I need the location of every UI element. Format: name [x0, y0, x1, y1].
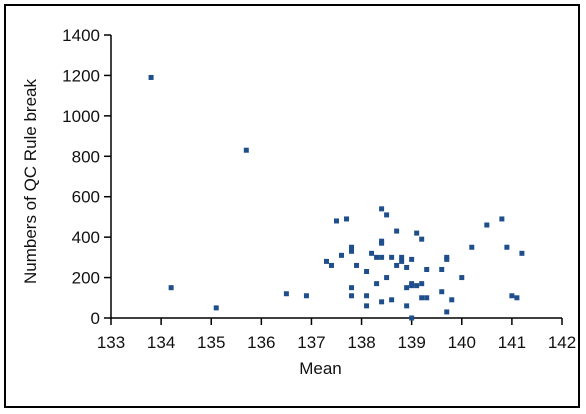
data-point — [364, 303, 370, 309]
data-point — [424, 266, 430, 272]
data-point — [303, 293, 309, 299]
data-point — [374, 281, 380, 287]
data-point — [449, 297, 455, 303]
data-point — [328, 262, 334, 268]
data-point — [399, 254, 405, 260]
data-point — [334, 218, 339, 224]
y-tick-label: 0 — [91, 309, 100, 328]
data-point — [439, 266, 445, 272]
data-point — [379, 254, 385, 260]
data-point — [374, 254, 380, 260]
x-tick-label: 139 — [397, 333, 425, 352]
y-tick-label: 600 — [72, 188, 100, 207]
data-point — [459, 275, 465, 281]
data-point — [424, 295, 430, 301]
data-point — [439, 289, 445, 295]
data-point — [369, 250, 375, 256]
data-point — [404, 264, 410, 270]
data-point — [283, 291, 289, 297]
data-point — [519, 250, 525, 256]
data-point — [409, 281, 415, 287]
data-point — [213, 305, 219, 311]
data-point — [168, 285, 174, 291]
data-point — [389, 254, 395, 260]
data-point — [509, 293, 515, 299]
data-point — [404, 303, 410, 309]
y-axis-title: Numbers of QC Rule break — [21, 78, 40, 284]
data-points — [148, 74, 525, 321]
x-axis-ticks: 133 134 135 136 137 138 139 140 141 142 — [97, 318, 576, 352]
y-tick-label: 1400 — [62, 26, 100, 45]
data-point — [384, 212, 390, 218]
x-tick-label: 134 — [147, 333, 175, 352]
data-point — [514, 295, 520, 301]
data-point — [399, 258, 405, 264]
y-tick-label: 1200 — [62, 66, 100, 85]
data-point — [394, 262, 400, 268]
data-point — [243, 147, 249, 153]
y-tick-label: 400 — [72, 228, 100, 247]
y-tick-label: 200 — [72, 269, 100, 288]
data-point — [323, 258, 329, 264]
data-point — [379, 299, 385, 305]
data-point — [469, 244, 475, 250]
data-point — [379, 238, 385, 244]
x-axis-title: Mean — [299, 359, 342, 378]
x-tick-label: 135 — [197, 333, 225, 352]
data-point — [409, 315, 415, 321]
data-point — [349, 244, 355, 250]
data-point — [409, 256, 415, 262]
x-tick-label: 137 — [297, 333, 325, 352]
data-point — [339, 252, 345, 258]
data-point — [419, 236, 425, 242]
data-point — [499, 216, 505, 222]
data-point — [419, 295, 425, 301]
data-point — [484, 222, 490, 228]
data-point — [444, 309, 450, 315]
data-point — [384, 275, 390, 281]
data-point — [349, 248, 355, 254]
y-tick-label: 800 — [72, 147, 100, 166]
data-point — [349, 293, 355, 299]
data-point — [349, 285, 355, 291]
chart-frame — [4, 4, 580, 408]
data-point — [414, 230, 420, 236]
data-point — [414, 283, 420, 289]
data-point — [364, 293, 370, 299]
data-point — [444, 256, 450, 262]
data-point — [354, 262, 360, 268]
data-point — [379, 206, 385, 212]
data-point — [148, 74, 154, 80]
x-tick-label: 141 — [498, 333, 526, 352]
data-point — [364, 269, 370, 275]
data-point — [504, 244, 510, 250]
data-point — [404, 285, 410, 291]
y-tick-label: 1000 — [62, 107, 100, 126]
x-tick-label: 140 — [448, 333, 476, 352]
data-point — [389, 297, 395, 303]
x-tick-label: 136 — [247, 333, 275, 352]
x-tick-label: 133 — [97, 333, 125, 352]
data-point — [344, 216, 350, 222]
x-tick-label: 142 — [548, 333, 576, 352]
data-point — [419, 281, 425, 287]
x-tick-label: 138 — [347, 333, 375, 352]
data-point — [394, 228, 400, 234]
y-axis-ticks: 0 200 400 600 800 1000 1200 1400 — [62, 26, 111, 328]
